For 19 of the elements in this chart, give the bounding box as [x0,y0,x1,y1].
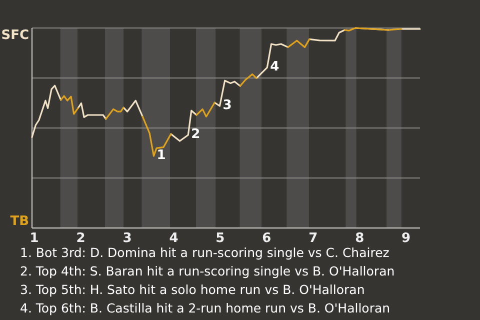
text: 3. Top 5th: H. Sato hit a solo home run vs B. O'Halloran [20,282,365,297]
x-tick-label: 5 [216,231,225,246]
x-tick-label: 2 [76,231,86,246]
x-tick-label: 6 [262,231,272,246]
x-tick-label: 1 [30,231,39,246]
x-tick-label: 3 [122,231,132,246]
text: 1. Bot 3rd: D. Domina hit a run-scoring single vs C. Chairez [20,245,390,260]
x-tick-label: 7 [308,231,318,246]
text: SFC [1,28,29,43]
annotation: 3 [222,98,232,113]
text: TB [10,214,29,229]
x-tick-label: 8 [355,231,364,246]
x-tick-label: 4 [169,231,178,246]
annotation: 4 [270,60,280,75]
text: 4. Top 6th: B. Castilla hit a 2-run home run vs B. O'Halloran [20,300,390,316]
text: 2. Top 4th: S. Baran hit a run-scoring single vs B. O'Halloran [20,264,395,278]
annotation: 1 [156,148,166,163]
x-tick-label: 9 [402,231,411,246]
annotation: 2 [191,127,200,142]
